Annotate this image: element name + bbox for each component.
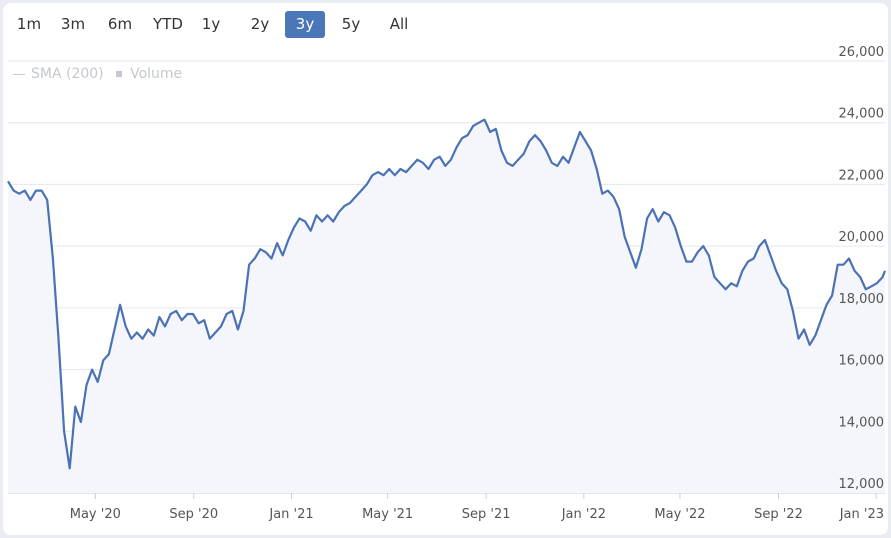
square-swatch-icon [116,71,123,77]
x-tick-label: May '22 [654,507,705,522]
x-tick-label: Sep '22 [754,507,803,522]
y-tick-label: 16,000 [839,354,885,369]
range-button-6m[interactable]: 6m [107,15,133,33]
range-button-3y[interactable]: 3y [285,11,325,38]
price-line[interactable] [7,118,887,470]
legend-label-sma: SMA (200) [31,66,104,82]
y-tick-label: 20,000 [839,230,885,245]
x-tick-label: Jan '21 [268,507,313,522]
x-tick-label: Sep '21 [462,507,511,522]
range-button-ytd[interactable]: YTD [153,15,183,33]
line-swatch-icon [13,73,25,75]
range-button-1m[interactable]: 1m [16,15,42,33]
x-tick-label: Jan '23 [839,507,884,522]
y-tick-label: 26,000 [839,45,885,60]
range-button-3m[interactable]: 3m [60,15,86,33]
range-button-1y[interactable]: 1y [201,15,221,33]
range-button-all[interactable]: All [389,15,409,33]
legend: SMA (200) Volume [13,66,190,82]
x-tick-label: May '21 [362,507,413,522]
x-axis: May '20 Sep '20 Jan '21 May '21 Sep '21 Jan '… [70,493,884,522]
legend-item-sma[interactable]: SMA (200) [13,66,104,82]
y-tick-label: 18,000 [839,292,885,307]
y-axis: 12,000 14,000 16,000 18,000 20,000 22,000 24,0… [839,45,885,492]
y-tick-label: 14,000 [839,415,885,430]
range-button-5y[interactable]: 5y [341,15,361,33]
x-tick-label: Sep '20 [169,507,218,522]
y-tick-label: 22,000 [839,168,885,183]
x-tick-label: May '20 [70,507,121,522]
x-tick-label: Jan '22 [561,507,606,522]
range-button-2y[interactable]: 2y [250,15,270,33]
y-tick-label: 12,000 [839,477,885,492]
y-tick-label: 24,000 [839,107,885,122]
legend-label-volume: Volume [130,66,183,82]
price-area [8,119,885,493]
legend-item-volume[interactable]: Volume [116,66,182,82]
